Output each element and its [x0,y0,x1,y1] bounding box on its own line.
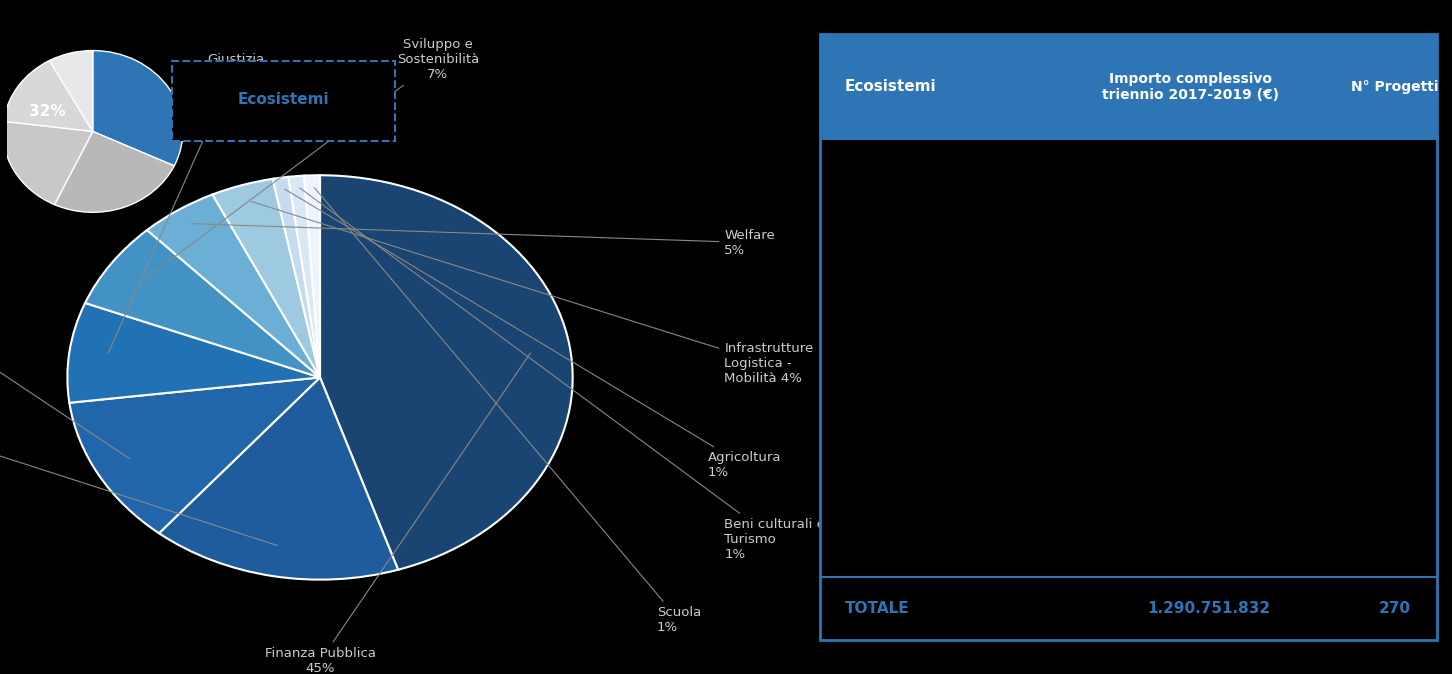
FancyBboxPatch shape [171,61,395,141]
Text: 1.290.751.832: 1.290.751.832 [1147,601,1270,616]
Text: Ecosistemi: Ecosistemi [845,80,937,94]
FancyBboxPatch shape [820,34,1437,140]
Text: Beni culturali e
Turismo
1%: Beni culturali e Turismo 1% [299,188,825,561]
Text: TOTALE: TOTALE [845,601,910,616]
Wedge shape [289,176,319,377]
Text: Ecosistemi: Ecosistemi [237,92,330,106]
Wedge shape [147,195,319,377]
Wedge shape [212,179,319,377]
Text: Welfare
5%: Welfare 5% [192,224,775,257]
Text: Scuola
1%: Scuola 1% [314,187,701,634]
Text: Agricoltura
1%: Agricoltura 1% [285,189,781,479]
Text: N° Progetti: N° Progetti [1350,80,1437,94]
Text: Giustizia
8%: Giustizia 8% [107,53,264,353]
Text: Finanza Pubblica
45%: Finanza Pubblica 45% [264,353,530,674]
Wedge shape [303,175,319,377]
Text: 32%: 32% [29,104,67,119]
Wedge shape [49,51,93,131]
Text: 270: 270 [1378,601,1410,616]
Wedge shape [86,230,319,377]
Wedge shape [93,51,183,166]
Text: Importo complessivo
triennio 2017-2019 (€): Importo complessivo triennio 2017-2019 (… [1102,71,1279,102]
Text: Sviluppo e
Sostenibilità
7%: Sviluppo e Sostenibilità 7% [145,38,479,279]
Wedge shape [70,377,319,533]
Text: Sanità
16%: Sanità 16% [0,397,277,545]
Wedge shape [55,131,174,212]
Text: Difesa Sicurezza e
Soccorso - Legalità
12%: Difesa Sicurezza e Soccorso - Legalità 1… [0,241,129,459]
Wedge shape [158,377,398,580]
Text: Infrastrutture
Logistica -
Mobilità 4%: Infrastrutture Logistica - Mobilità 4% [251,202,813,386]
Wedge shape [3,61,93,131]
Wedge shape [273,177,319,377]
Wedge shape [319,175,572,570]
Wedge shape [67,303,319,403]
FancyBboxPatch shape [820,34,1437,640]
Wedge shape [3,121,93,205]
